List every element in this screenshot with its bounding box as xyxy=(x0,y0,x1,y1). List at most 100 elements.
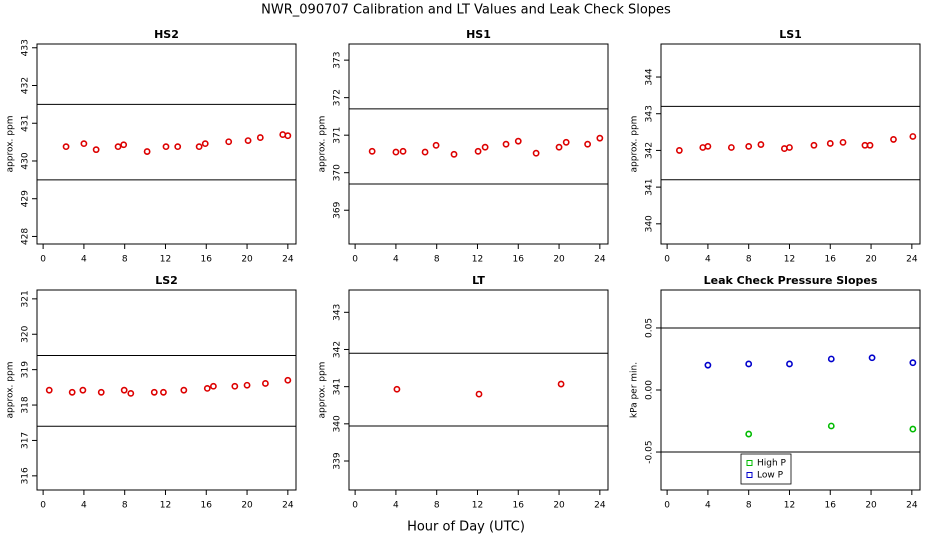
plot-frame xyxy=(660,43,921,245)
point xyxy=(143,148,151,155)
x-tick-label: 20 xyxy=(553,255,565,265)
point xyxy=(393,385,401,393)
legend-marker xyxy=(746,460,753,466)
point xyxy=(675,147,683,154)
point xyxy=(243,381,251,389)
y-tick-label: 0.00 xyxy=(645,380,655,400)
point xyxy=(745,360,753,368)
page-title: NWR_090707 Calibration and LT Values and… xyxy=(261,3,671,18)
y-axis-label: approx. ppm xyxy=(6,116,16,173)
x-tick-label: 8 xyxy=(746,501,752,511)
legend-label: Low P xyxy=(757,471,784,481)
x-tick-label: 20 xyxy=(241,255,253,265)
point xyxy=(92,146,100,154)
x-tick-label: 24 xyxy=(282,501,294,511)
panel-title: HS1 xyxy=(466,28,491,41)
x-tick-label: 20 xyxy=(865,501,877,511)
point xyxy=(174,143,182,151)
point xyxy=(827,422,835,430)
point xyxy=(502,140,510,148)
point xyxy=(392,148,400,156)
panel-title: LS1 xyxy=(779,28,802,41)
y-tick-label: 343 xyxy=(645,105,655,122)
x-tick-label: 16 xyxy=(201,255,213,265)
x-tick-label: 24 xyxy=(906,255,918,265)
point xyxy=(127,389,135,397)
x-tick-label: 24 xyxy=(906,501,918,511)
point xyxy=(45,386,53,394)
x-tick-label: 20 xyxy=(241,501,253,511)
point xyxy=(421,148,429,156)
x-tick-label: 24 xyxy=(594,255,606,265)
point xyxy=(203,385,211,392)
point xyxy=(201,140,209,148)
x-tick-label: 16 xyxy=(513,255,525,265)
y-tick-label: 433 xyxy=(21,39,31,56)
y-tick-label: 318 xyxy=(21,396,31,413)
point xyxy=(180,386,188,394)
x-axis-label: Hour of Day (UTC) xyxy=(407,520,525,535)
point xyxy=(909,133,917,140)
point xyxy=(114,143,122,151)
x-tick-label: 16 xyxy=(825,255,837,265)
panel-title: LT xyxy=(472,274,485,287)
point xyxy=(786,144,793,151)
y-tick-label: 432 xyxy=(21,77,31,94)
point xyxy=(62,143,70,151)
y-tick-label: 429 xyxy=(21,190,31,207)
point xyxy=(786,360,793,368)
plot-frame xyxy=(36,43,297,245)
point xyxy=(704,142,712,150)
point xyxy=(120,141,128,149)
x-tick-label: 4 xyxy=(705,255,711,265)
y-tick-label: 343 xyxy=(333,304,343,321)
point xyxy=(432,141,440,149)
point xyxy=(399,147,407,155)
point xyxy=(450,150,458,158)
y-axis-label: approx. ppm xyxy=(318,362,328,419)
y-axis-label: approx. ppm xyxy=(318,116,328,173)
point xyxy=(745,142,753,150)
point xyxy=(868,354,876,362)
panel-title: Leak Check Pressure Slopes xyxy=(704,274,878,287)
x-tick-label: 20 xyxy=(553,501,565,511)
y-tick-label: 372 xyxy=(333,89,343,106)
point xyxy=(150,388,158,396)
plot-frame xyxy=(36,289,297,491)
point xyxy=(256,134,264,141)
point xyxy=(890,136,897,143)
y-tick-label: 344 xyxy=(645,68,655,85)
y-tick-label: 370 xyxy=(333,164,343,181)
point xyxy=(210,382,217,390)
y-axis-label: kPa per min. xyxy=(630,362,640,418)
y-tick-label: 340 xyxy=(645,215,655,232)
point xyxy=(231,382,239,390)
point xyxy=(120,386,128,394)
point xyxy=(97,388,105,396)
point xyxy=(866,141,874,149)
x-tick-label: 12 xyxy=(160,255,171,265)
y-tick-label: 340 xyxy=(333,415,343,432)
x-tick-label: 20 xyxy=(865,255,877,265)
x-tick-label: 12 xyxy=(472,255,483,265)
point xyxy=(727,144,735,151)
y-tick-label: 316 xyxy=(21,467,31,484)
point xyxy=(225,138,233,146)
x-tick-label: 8 xyxy=(122,255,128,265)
point xyxy=(745,430,753,438)
point xyxy=(160,388,167,396)
x-tick-label: 4 xyxy=(393,255,399,265)
point xyxy=(68,388,76,396)
point xyxy=(532,149,540,157)
point xyxy=(757,141,765,148)
y-tick-label: 339 xyxy=(333,452,343,469)
point xyxy=(810,141,818,149)
x-tick-label: 0 xyxy=(664,501,670,511)
point xyxy=(474,147,482,155)
point xyxy=(596,134,604,142)
x-tick-label: 0 xyxy=(40,255,46,265)
y-tick-label: 342 xyxy=(333,341,343,358)
y-tick-label: 317 xyxy=(21,432,31,449)
point xyxy=(827,355,835,363)
y-tick-label: 431 xyxy=(21,115,31,132)
